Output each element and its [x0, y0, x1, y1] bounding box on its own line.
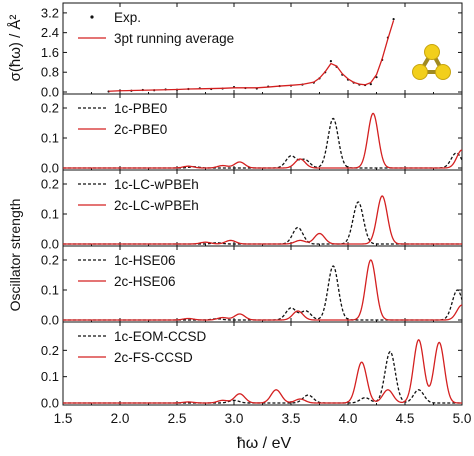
y-tick-label: 0.2 [41, 177, 59, 192]
y-tick-label: 0.1 [41, 283, 59, 298]
legend-label: 1c-EOM-CCSD [114, 329, 207, 344]
y-tick-label: 0.2 [41, 343, 59, 358]
experiment-panel: 0.0 0.8 1.6 2.4 3.2 Exp. 3pt running average [41, 2, 463, 100]
series-line [108, 20, 395, 92]
x-tick-label: 4.0 [339, 411, 358, 426]
x-tick-label: 2.5 [168, 411, 187, 426]
y-tick-label: 1.6 [41, 45, 59, 60]
y-tick-label: 0.0 [41, 85, 59, 100]
top-y-axis-label: σ(ħω) / Å² [7, 15, 24, 82]
x-tick-label: 3.5 [282, 411, 301, 426]
ccsd-panel: 0.0 0.1 0.2 1c-EOM-CCSD 2c-FS-CCSD [41, 321, 463, 411]
shared-y-axis-label: Oscillator strength [7, 199, 23, 312]
hse06-panel: 0.0 0.1 0.2 1c-HSE06 2c-HSE06 [41, 245, 463, 328]
data-point [369, 82, 372, 86]
legend-label: 1c-PBE0 [114, 101, 167, 116]
x-tick-label: 5.0 [453, 411, 472, 426]
y-tick-label: 0.1 [41, 131, 59, 146]
trimer-molecule-icon [412, 44, 451, 80]
series-line [63, 195, 462, 245]
x-tick-labels: 1.5 2.0 2.5 3.0 3.5 4.0 4.5 5.0 [54, 411, 472, 426]
x-tick-label: 3.0 [225, 411, 244, 426]
x-axis-label: ħω / eV [237, 435, 292, 452]
y-tick-label: 0.0 [41, 237, 59, 252]
y-tick-label: 0.2 [41, 253, 59, 268]
data-point [329, 59, 332, 63]
x-tick-label: 2.0 [111, 411, 130, 426]
legend-label: 2c-LC-wPBEh [114, 198, 199, 213]
series-line [63, 112, 463, 169]
series-line [63, 259, 463, 321]
x-tick-label: 1.5 [54, 411, 73, 426]
legend-label: 1c-LC-wPBEh [114, 177, 199, 192]
y-tick-label: 0.0 [41, 313, 59, 328]
data-point [375, 76, 378, 79]
data-point [392, 17, 395, 21]
legend-label: 2c-PBE0 [114, 122, 167, 137]
legend-label: Exp. [114, 10, 141, 25]
y-tick-label: 0.0 [41, 161, 59, 176]
legend-swatch [90, 15, 94, 19]
y-tick-label: 2.4 [41, 25, 59, 40]
y-tick-label: 0.2 [41, 101, 59, 116]
lc-wpbeh-panel: 0.0 0.1 0.2 1c-LC-wPBEh 2c-LC-wPBEh [41, 169, 463, 252]
legend-label: 1c-HSE06 [114, 253, 176, 268]
y-tick-label: 0.8 [41, 65, 59, 80]
y-tick-label: 0.0 [41, 396, 59, 411]
y-tick-label: 0.1 [41, 369, 59, 384]
legend-label: 2c-HSE06 [114, 274, 176, 289]
series-line [63, 338, 463, 404]
y-tick-label: 3.2 [41, 5, 59, 20]
x-tick-label: 4.5 [396, 411, 415, 426]
pbe0-panel: 0.0 0.1 0.2 1c-PBE0 2c-PBE0 [41, 93, 463, 176]
legend-label: 2c-FS-CCSD [114, 350, 193, 365]
y-tick-label: 0.1 [41, 207, 59, 222]
legend-label: 3pt running average [114, 31, 234, 46]
